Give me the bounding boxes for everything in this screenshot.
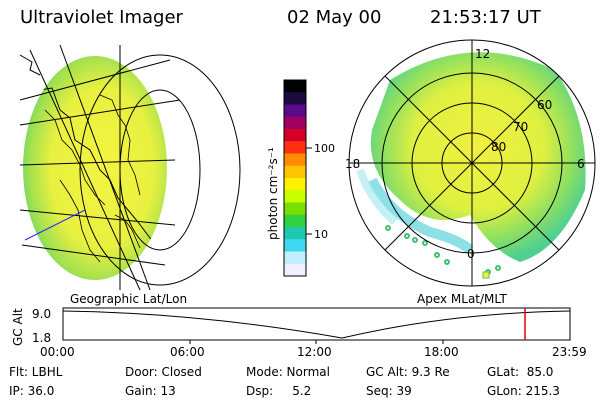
altitude-curve xyxy=(62,310,571,339)
timeline-y-tick-low: 1.8 xyxy=(32,331,51,345)
colorbar-cells xyxy=(284,80,306,277)
polar-panel-label: Apex MLat/MLT xyxy=(417,292,507,306)
polar-grid xyxy=(348,39,596,287)
colorbar-cell xyxy=(284,263,306,277)
timeline-x-tick-1800: 18:00 xyxy=(424,345,459,359)
info-dsp: Dsp: 5.2 xyxy=(246,384,312,398)
mlt-label-0: 0 xyxy=(467,247,475,261)
geo-grid xyxy=(19,44,241,291)
timeline-y-tick-high: 9.0 xyxy=(32,307,51,321)
info-seq: Seq: 39 xyxy=(366,384,412,398)
colorbar-cell xyxy=(284,239,306,252)
time-label: 21:53:17 UT xyxy=(430,7,541,28)
timeline-frame xyxy=(62,307,571,341)
info-gc-alt: GC Alt: 9.3 Re xyxy=(366,365,450,379)
timeline-y-label: GC Alt xyxy=(11,308,25,346)
mlt-label-18: 18 xyxy=(345,157,360,171)
mlt-label-6: 6 xyxy=(577,157,585,171)
timeline-x-tick-2359: 23:59 xyxy=(552,345,587,359)
colorbar-cell xyxy=(284,165,306,179)
timeline-x-tick-0600: 06:00 xyxy=(170,345,205,359)
timeline-x-ticks xyxy=(189,340,444,344)
colorbar-tick-label-10: 10 xyxy=(314,228,328,241)
colorbar-cell xyxy=(284,153,306,167)
colorbar-cell xyxy=(284,129,306,142)
altitude-timeline: Geographic Lat/Lon Apex MLat/MLT GC Alt … xyxy=(11,292,587,359)
timeline-x-tick-1200: 12:00 xyxy=(297,345,332,359)
colorbar-cell xyxy=(284,80,306,93)
instrument-title: Ultraviolet Imager xyxy=(20,7,183,28)
info-glon: GLon: 215.3 xyxy=(487,384,560,398)
info-ip: IP: 36.0 xyxy=(9,384,55,398)
mlat-label-60: 60 xyxy=(537,98,552,112)
geographic-panel xyxy=(19,44,241,291)
geo-coastlines xyxy=(27,69,161,263)
mlat-label-80: 80 xyxy=(491,140,506,154)
info-door: Door: Closed xyxy=(125,365,202,379)
info-gain: Gain: 13 xyxy=(125,384,176,398)
polar-panel: 12 18 6 0 60 70 80 xyxy=(345,39,596,287)
info-glat: GLat: 85.0 xyxy=(487,365,554,379)
colorbar: 100 10 photon cm⁻²s⁻¹ xyxy=(266,79,335,277)
colorbar-cell xyxy=(284,104,306,118)
colorbar-cell xyxy=(284,190,306,203)
colorbar-cell xyxy=(284,178,306,191)
colorbar-cell xyxy=(284,116,306,130)
colorbar-cell xyxy=(284,214,306,228)
colorbar-cell xyxy=(284,251,306,265)
timeline-x-tick-0000: 00:00 xyxy=(40,345,75,359)
mlat-label-70: 70 xyxy=(513,120,528,134)
geo-panel-label: Geographic Lat/Lon xyxy=(70,292,187,306)
polar-bright-spot xyxy=(482,271,490,279)
colorbar-cell xyxy=(284,202,306,216)
mlt-label-12: 12 xyxy=(475,47,490,61)
date-label: 02 May 00 xyxy=(287,7,382,28)
colorbar-tick-label-100: 100 xyxy=(314,142,335,155)
colorbar-unit-label: photon cm⁻²s⁻¹ xyxy=(266,147,280,240)
info-mode: Mode: Normal xyxy=(246,365,330,379)
colorbar-cell xyxy=(284,92,306,105)
colorbar-cell xyxy=(284,227,306,240)
info-flt: Flt: LBHL xyxy=(9,365,63,379)
geo-terminator-line xyxy=(24,209,86,241)
colorbar-cell xyxy=(284,141,306,154)
